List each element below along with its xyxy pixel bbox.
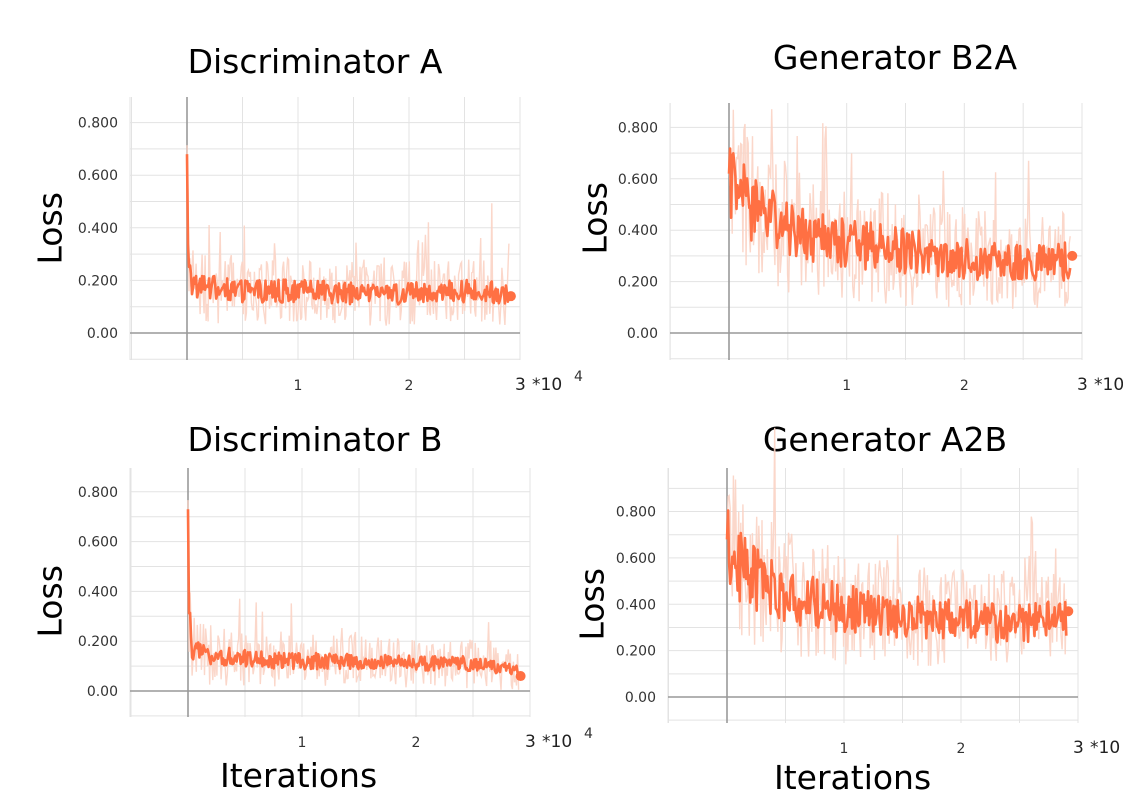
y-tick-label: 0.600: [616, 551, 656, 567]
x-tick-label: 2: [405, 378, 414, 394]
series-smoothed-line: [727, 147, 1072, 282]
x-tick-label: 1: [842, 378, 851, 394]
chart-title-generator-b2a: Generator B2A: [772, 38, 1018, 77]
y-tick-label: 0.600: [78, 535, 118, 551]
series-end-marker: [1067, 250, 1078, 261]
x-tick-label: 2: [957, 741, 966, 757]
x-tick-label: 2: [960, 378, 969, 394]
series-raw-line: [187, 500, 520, 690]
y-tick-label: 0.400: [78, 221, 118, 237]
x-tick-label: 3: [515, 375, 526, 395]
y-tick-label: 0.200: [616, 644, 656, 660]
chart-title-discriminator-b: Discriminator B: [187, 420, 443, 459]
y-tick-label: 0.400: [78, 584, 118, 600]
y-tick-label: 0.600: [618, 172, 658, 188]
y-tick-label: 0.800: [616, 505, 656, 521]
chart-title-generator-a2b: Generator A2B: [762, 420, 1008, 459]
y-tick-label: 0.200: [78, 273, 118, 289]
x-tick-label: 3: [1077, 375, 1088, 395]
y-tick-label: 0.400: [618, 223, 658, 239]
series-end-marker: [1063, 606, 1074, 617]
series-smoothed-line: [186, 509, 520, 676]
series-smoothed-line: [725, 509, 1068, 644]
y-tick-label: 0.200: [618, 275, 658, 291]
x-tick-label: 2: [412, 735, 421, 751]
x-tick-label: 1: [840, 741, 849, 757]
x-multiplier-label: *10: [532, 375, 562, 395]
y-tick-label: 0.200: [78, 634, 118, 650]
y-tick-label: 0.800: [78, 116, 118, 132]
x-tick-label: 3: [1073, 738, 1084, 758]
y-tick-label: 0.600: [78, 168, 118, 184]
x-tick-label: 1: [298, 735, 307, 751]
y-tick-label: 0.00: [625, 690, 656, 706]
chart-title-discriminator-a: Discriminator A: [187, 42, 443, 81]
y-tick-label: 0.400: [616, 597, 656, 613]
y-tick-label: 0.00: [87, 326, 118, 342]
series-raw-line: [728, 109, 1071, 309]
x-multiplier-exponent: 4: [574, 369, 583, 385]
x-multiplier-label: *10: [1090, 738, 1120, 758]
x-axis-label-left: Iterations: [220, 756, 378, 795]
series-end-marker: [515, 671, 526, 682]
y-tick-label: 0.800: [78, 485, 118, 501]
x-multiplier-exponent: 4: [584, 726, 593, 742]
y-tick-label: 0.00: [627, 326, 658, 342]
x-axis-label-right: Iterations: [774, 758, 932, 797]
x-tick-label: 1: [294, 378, 303, 394]
x-tick-label: 3: [525, 732, 536, 752]
x-multiplier-label: *10: [1094, 375, 1123, 395]
y-tick-label: 0.00: [87, 684, 118, 700]
series-end-marker: [505, 291, 516, 302]
y-tick-label: 0.800: [618, 120, 658, 136]
series-raw-line: [186, 145, 510, 326]
series-smoothed-line: [185, 154, 511, 306]
x-multiplier-label: *10: [542, 732, 572, 752]
